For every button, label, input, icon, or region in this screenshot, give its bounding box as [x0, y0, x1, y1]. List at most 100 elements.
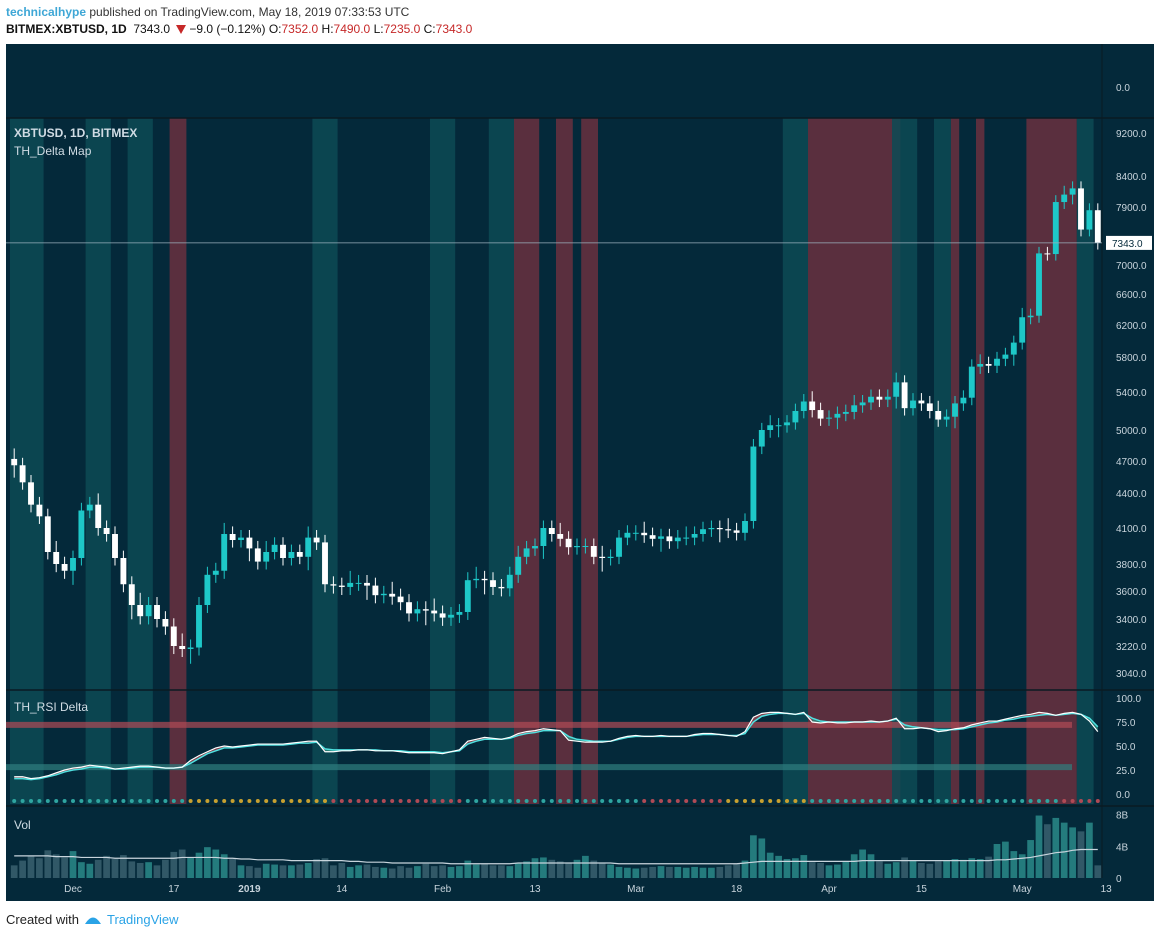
volume-bar [397, 866, 404, 878]
close-label: C: [423, 22, 436, 36]
signal-dot [1079, 799, 1083, 803]
vol-pane-title: Vol [14, 818, 31, 832]
candle-body [775, 425, 782, 427]
signal-dot [356, 799, 361, 803]
price-change: −9.0 (−0.12%) [189, 22, 266, 36]
signal-dot [180, 799, 185, 803]
teal-band [127, 118, 153, 804]
author-link[interactable]: technicalhype [6, 5, 87, 19]
volume-bar [86, 863, 94, 878]
signal-dot [810, 799, 815, 803]
red-band [581, 118, 598, 804]
volume-bar [632, 868, 640, 878]
signal-dot [608, 799, 613, 803]
down-arrow-icon [176, 25, 187, 35]
volume-bar [363, 864, 371, 878]
candle-body [918, 400, 925, 404]
signal-dot [499, 799, 504, 803]
volume-tick-label: 0 [1116, 874, 1122, 885]
volume-bar [195, 852, 203, 878]
signal-dot [726, 799, 731, 803]
signal-dot [986, 799, 991, 803]
volume-pane: 8B 4B 0 [10, 811, 1129, 885]
volume-bar [355, 865, 362, 878]
signal-dot [79, 799, 84, 803]
candle-body [204, 574, 211, 605]
volume-bar [640, 867, 648, 878]
volume-bar [447, 866, 455, 878]
volume-bar [321, 858, 329, 878]
volume-bar [943, 860, 950, 878]
volume-bar [212, 849, 220, 878]
footer: Created with TradingView [6, 912, 179, 927]
signal-dot [37, 799, 42, 803]
time-tick-label: Dec [64, 884, 82, 895]
time-tick-label: Feb [434, 884, 452, 895]
candle-body [53, 552, 60, 564]
volume-tick-label: 8B [1116, 811, 1129, 822]
candle-body [44, 516, 51, 552]
rsi-tick-label: 0.0 [1116, 790, 1130, 801]
signal-dot [297, 799, 302, 803]
signal-dot [692, 799, 697, 803]
teal-band [782, 118, 808, 804]
chart-canvas[interactable]: 100.0 75.0 50.0 25.0 0.0 8B 4B 0 9200.0 8400.0 7… [6, 44, 1154, 901]
signal-dot [902, 799, 907, 803]
signal-dot [734, 799, 739, 803]
signal-dot [785, 799, 789, 803]
signal-dot [827, 799, 831, 803]
signal-dot [575, 799, 579, 803]
volume-bar [834, 864, 841, 878]
volume-bar [1018, 854, 1026, 878]
signal-dot [138, 799, 143, 803]
candle-body [910, 400, 916, 409]
volume-bar [262, 863, 270, 878]
teal-band [430, 118, 456, 804]
volume-bar [775, 855, 782, 878]
tradingview-link[interactable]: TradingView [106, 912, 179, 927]
signal-dot [944, 799, 949, 803]
candle-body [112, 534, 118, 558]
volume-bar [178, 849, 186, 878]
signal-dot [491, 799, 495, 803]
candle-body [19, 465, 26, 483]
candle-body [271, 544, 278, 552]
price-tick-label: 4700.0 [1116, 457, 1147, 468]
candle-body [893, 382, 900, 397]
volume-bar [783, 859, 791, 878]
signal-dot [465, 799, 470, 803]
volume-bar [968, 858, 976, 878]
low-value: 7235.0 [383, 22, 421, 36]
red-band [808, 118, 901, 804]
signal-dot [1045, 799, 1050, 803]
red-band [950, 118, 960, 804]
candle-body [884, 396, 891, 400]
signal-dot [457, 799, 462, 803]
candle-body [859, 402, 866, 406]
volume-bar [153, 865, 161, 878]
price-tick-label: 3600.0 [1116, 587, 1147, 598]
signal-dot [281, 799, 285, 803]
volume-bar [489, 865, 497, 878]
volume-bar [691, 866, 698, 878]
candle-body [229, 534, 236, 540]
signal-dot [759, 799, 764, 803]
candle-body [389, 593, 396, 597]
signal-dot [205, 799, 210, 803]
volume-bar [19, 860, 26, 878]
signal-dot [20, 799, 25, 803]
candle-body [414, 609, 421, 614]
candle-body [565, 538, 572, 548]
candle-body [263, 552, 270, 562]
volume-bar [1086, 822, 1093, 878]
signal-dot [978, 799, 983, 803]
candle-body [834, 413, 841, 418]
candle-body [674, 537, 681, 542]
candle-body [952, 403, 958, 417]
volume-bar [372, 866, 379, 878]
indicator-title: TH_Delta Map [14, 144, 92, 158]
signal-dot [877, 799, 882, 803]
candle-body [103, 528, 110, 534]
candle-body [288, 552, 295, 558]
rsi-delta-pane: 100.0 75.0 50.0 25.0 0.0 [6, 694, 1141, 803]
